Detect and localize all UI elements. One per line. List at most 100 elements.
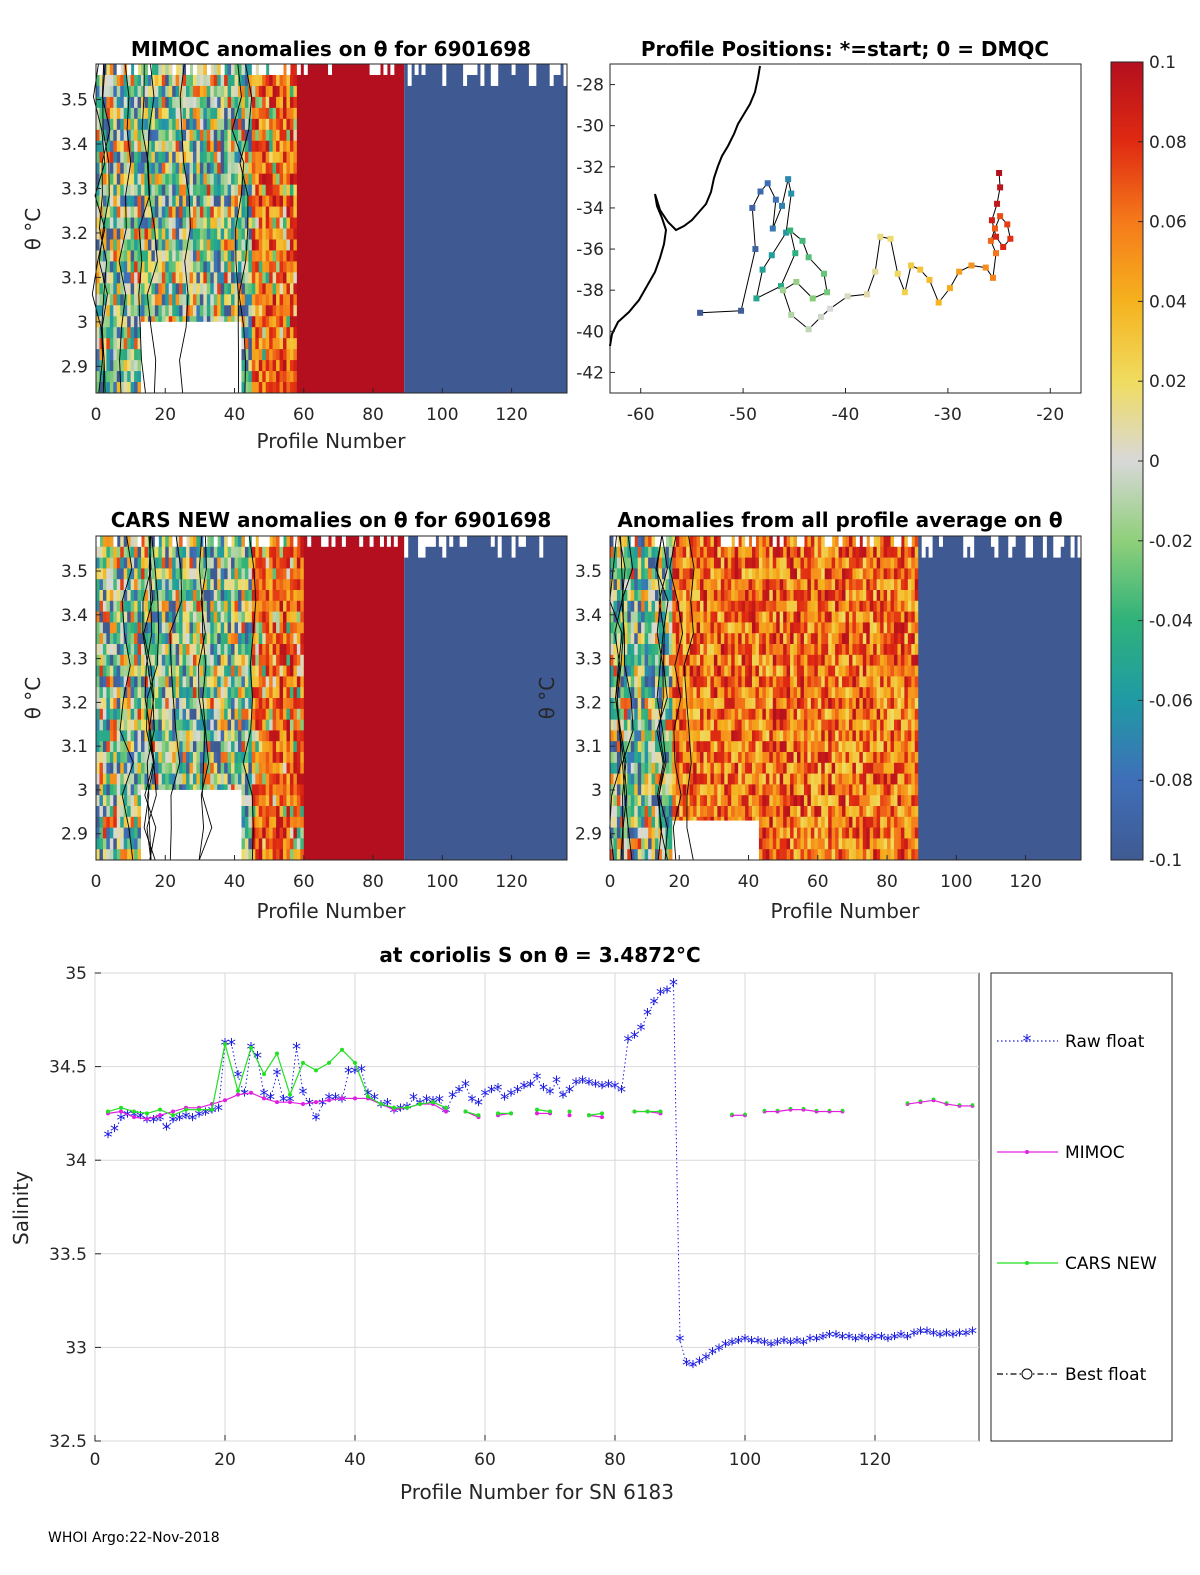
heatmap-cell (137, 719, 142, 731)
heatmap-cell (300, 611, 305, 623)
heatmap-cell (182, 719, 187, 731)
heatmap-cell (696, 762, 701, 775)
heatmap-cell (262, 676, 267, 688)
heatmap-cell (224, 665, 229, 677)
heatmap-cell (300, 600, 305, 613)
heatmap-cell (186, 546, 191, 559)
heatmap-gap (373, 64, 378, 75)
heatmap-cell (262, 118, 267, 131)
heatmap-cell (172, 184, 177, 197)
heatmap-cell (672, 633, 677, 645)
heatmap-cell (220, 250, 225, 262)
heatmap-cell (244, 140, 249, 153)
heatmap-cell (203, 305, 208, 317)
heatmap-cell (134, 708, 139, 721)
heatmap-cell (186, 206, 191, 219)
heatmap-cell (727, 708, 732, 721)
heatmap-cell (262, 239, 267, 251)
heatmap-cell (286, 827, 291, 839)
heatmap-cell (154, 590, 159, 602)
heatmap-cell (289, 85, 294, 98)
y-tick-label: 3.3 (61, 179, 88, 199)
heatmap-cell (144, 151, 149, 164)
heatmap-cell (700, 546, 705, 559)
heatmap-cell (147, 294, 152, 306)
heatmap-cell (151, 644, 156, 656)
heatmap-cell (610, 644, 614, 656)
profile-position (820, 270, 827, 277)
heatmap-cell (276, 676, 281, 688)
heatmap-cell (269, 741, 274, 753)
heatmap-cell (279, 708, 284, 721)
heatmap-cell (738, 536, 743, 548)
heatmap-gap (147, 64, 152, 75)
heatmap-cell (210, 162, 215, 175)
heatmap-cell (141, 730, 145, 742)
heatmap-cell (161, 719, 166, 731)
heatmap-cell (665, 536, 670, 548)
heatmap-cell (258, 590, 263, 602)
heatmap-cell (147, 129, 152, 142)
heatmap-cell (172, 261, 177, 273)
x-tick-label: 120 (495, 872, 527, 892)
heatmap-cell (703, 687, 708, 699)
heatmap-gap (265, 536, 270, 547)
heatmap-cell (217, 762, 222, 775)
heatmap-cell (130, 838, 135, 850)
heatmap-cell (689, 806, 694, 818)
heatmap-cell (255, 622, 260, 634)
heatmap-cell (213, 568, 218, 580)
heatmap-cell (696, 611, 701, 623)
heatmap-cell (127, 327, 132, 339)
float-track (697, 169, 1014, 333)
heatmap-cell (255, 752, 260, 764)
heatmap-cell (179, 622, 184, 634)
heatmap-cell (113, 676, 118, 688)
heatmap-cell (224, 195, 229, 208)
heatmap-cell (279, 816, 284, 829)
heatmap-cell (227, 272, 232, 284)
profile-position (908, 262, 915, 269)
heatmap-gap (421, 64, 426, 75)
heatmap-cell (113, 382, 118, 394)
heatmap-cell (700, 719, 705, 731)
heatmap-cell (269, 173, 274, 186)
heatmap-cell (713, 611, 718, 623)
heatmap-cell (210, 96, 215, 109)
heatmap-cell (192, 730, 197, 742)
heatmap-cell (734, 752, 739, 764)
heatmap-cell (134, 622, 139, 634)
heatmap-cell (661, 816, 666, 829)
heatmap-cell (210, 206, 215, 219)
heatmap-cell (675, 762, 680, 775)
profile-position (809, 295, 816, 302)
heatmap-cell (627, 665, 632, 677)
y-tick-label: 2.9 (61, 357, 88, 377)
heatmap-cell (206, 261, 211, 273)
heatmap-cell (623, 546, 628, 559)
heatmap-cell (262, 305, 267, 317)
heatmap-cell (220, 611, 225, 623)
heatmap-cell (244, 96, 249, 109)
heatmap-cell (693, 795, 698, 807)
profile-position (753, 295, 760, 302)
heatmap-cell (147, 698, 152, 710)
heatmap-cell (227, 654, 232, 667)
heatmap-cell (147, 622, 152, 634)
heatmap-cell (144, 752, 149, 764)
heatmap-cell (186, 250, 191, 262)
heatmap-cell (734, 644, 739, 656)
heatmap-cell (130, 644, 135, 656)
heatmap-cell (168, 184, 173, 197)
heatmap-cell (686, 741, 691, 753)
heatmap-cell (276, 827, 281, 839)
heatmap-cell (196, 140, 201, 153)
heatmap-cell (192, 250, 197, 262)
heatmap-cell (241, 838, 246, 850)
heatmap-cell (686, 633, 691, 645)
heatmap-cell (192, 151, 197, 164)
heatmap-cell (217, 151, 222, 164)
heatmap-cell (120, 654, 125, 667)
heatmap-cell (102, 206, 107, 219)
heatmap-cell (147, 773, 152, 785)
